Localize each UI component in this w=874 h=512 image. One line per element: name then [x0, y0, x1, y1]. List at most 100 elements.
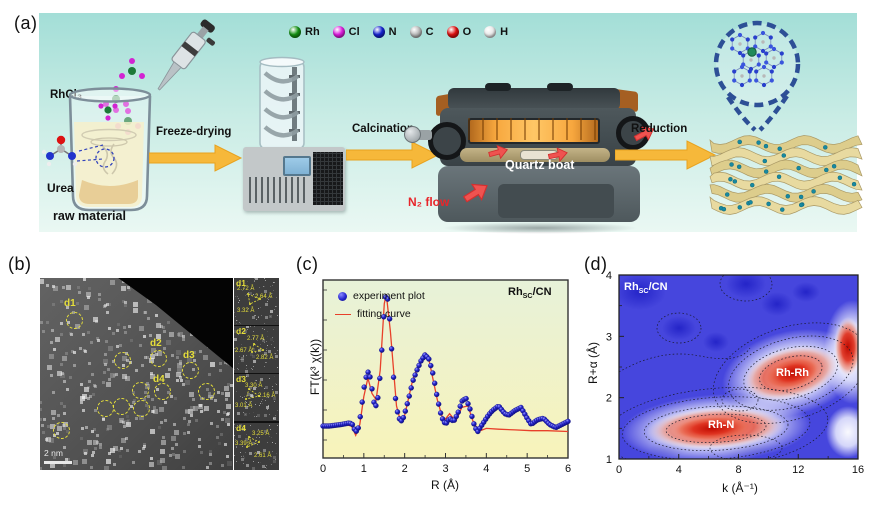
freeze-dryer-box-icon	[243, 147, 345, 211]
cluster-circle	[132, 382, 149, 399]
svg-text:12: 12	[792, 464, 804, 476]
inset-label: d3	[236, 374, 246, 385]
svg-text:8: 8	[735, 464, 741, 476]
inset-label: d2	[236, 326, 246, 337]
rh-atom-icon	[289, 26, 301, 38]
distance-measurement: 2.82 Å	[256, 355, 274, 362]
cluster-label-d2: d2	[150, 338, 162, 349]
atom-legend-label: Rh	[305, 26, 320, 38]
legend-experiment-label: experiment plot	[353, 290, 425, 302]
panel-a-label: (a)	[14, 13, 38, 33]
feature-label-rhrh: Rh-Rh	[776, 367, 809, 379]
svg-text:3: 3	[606, 331, 612, 343]
feature-label-rhn: Rh-N	[708, 419, 735, 431]
distance-measurement: 2.67 Å	[235, 348, 253, 355]
atom-legend: Rh Cl N C O H	[289, 26, 508, 38]
raw-material-label: raw material	[53, 209, 126, 223]
experiment-marker-icon	[338, 291, 347, 301]
legend-experiment: experiment plot	[338, 290, 425, 302]
reduction-arrow	[615, 140, 717, 170]
cluster-circle	[154, 383, 171, 400]
structure-magnifier-icon	[713, 20, 801, 132]
svg-text:6: 6	[565, 463, 571, 475]
distance-measurement: 3.01 Å	[235, 403, 253, 410]
pipette-icon	[157, 19, 215, 91]
svg-text:4: 4	[676, 464, 682, 476]
distance-measurement: 2.77 Å	[247, 336, 265, 343]
cl-atom-icon	[332, 26, 345, 38]
svg-text:5: 5	[524, 463, 530, 475]
c-xlabel: R (Å)	[431, 478, 459, 492]
freeze-drying-arrow	[149, 144, 243, 172]
step-label-calcination: Calcination	[352, 123, 414, 135]
inset-triangle-icon	[251, 343, 265, 354]
beaker-icon	[68, 87, 152, 212]
panel-b-label: (b)	[8, 254, 32, 274]
c-ylabel: FT(k³ χ(k))	[308, 338, 322, 396]
distance-measurement: 3.39 Å	[235, 440, 253, 447]
panel-c-label: (c)	[296, 254, 319, 274]
cluster-label-d4: d4	[153, 374, 165, 385]
svg-text:4: 4	[606, 270, 612, 282]
atom-legend-item: H	[484, 26, 508, 38]
stem-inset-d4: d4 3.25 Å 3.39 Å 2.61 Å	[234, 422, 279, 470]
svg-text:2: 2	[606, 393, 612, 405]
stem-image: d1 d2 d3 d4 2 nm	[40, 278, 233, 470]
cluster-label-d3: d3	[183, 350, 195, 361]
stem-inset-d1: d1 2.72 Å 2.64 Å 3.32 Å	[234, 278, 279, 325]
inset-label: d4	[236, 422, 246, 433]
inset-label: d1	[236, 278, 246, 288]
urea-label: Urea	[47, 181, 74, 195]
svg-text:0: 0	[320, 463, 326, 475]
d-ylabel: R+α (Å)	[586, 342, 600, 384]
stem-annotations: d1 d2 d3 d4	[40, 278, 233, 470]
atom-legend-label: O	[462, 26, 472, 38]
distance-measurement: 3.30 Å	[245, 383, 263, 390]
panel-d-label: (d)	[584, 254, 608, 274]
distance-measurement: 2.72 Å	[237, 286, 255, 292]
n-atom-icon	[372, 26, 385, 38]
atom-legend-item: O	[446, 26, 472, 38]
stem-inset-column: d1 2.72 Å 2.64 Å 3.32 Å d2 2.77 Å 2.67 Å 2.82 Å…	[234, 278, 279, 470]
atom-legend-item: C	[409, 26, 434, 38]
atom-legend-label: Cl	[348, 26, 360, 38]
svg-text:1: 1	[361, 463, 367, 475]
atom-legend-item: Cl	[332, 26, 360, 38]
inset-triangle-icon	[246, 435, 260, 448]
d-xlabel: k (Å⁻¹)	[722, 481, 758, 495]
legend-fitting: fitting curve	[335, 308, 411, 320]
distance-measurement: 2.64 Å	[255, 294, 273, 300]
inset-triangle-icon	[245, 388, 260, 401]
sample-label-c: RhSC/CN	[508, 286, 552, 301]
cluster-label-d1: d1	[64, 298, 76, 309]
distance-measurement: 2.16 Å	[258, 393, 276, 400]
cluster-circle	[97, 400, 114, 417]
legend-fitting-label: fitting curve	[357, 308, 411, 320]
cluster-circle	[53, 422, 70, 439]
panel-a-schematic: Rh Cl N C O H RhCl₃	[39, 13, 863, 234]
fitting-line-icon	[335, 313, 351, 315]
svg-text:4: 4	[483, 463, 489, 475]
atom-legend-label: C	[425, 26, 434, 38]
urea-molecule-icon	[41, 135, 104, 167]
sample-label-d: RhSC/CN	[624, 281, 668, 296]
svg-text:2: 2	[402, 463, 408, 475]
cluster-circle	[113, 398, 130, 415]
scale-bar-label: 2 nm	[44, 448, 63, 458]
atom-legend-item: Rh	[289, 26, 320, 38]
distance-measurement: 3.25 Å	[252, 430, 270, 437]
h-atom-icon	[484, 26, 497, 38]
svg-text:1: 1	[606, 454, 612, 466]
quartz-boat-label: Quartz boat	[505, 158, 575, 172]
cluster-circle	[182, 362, 199, 379]
distance-measurement: 3.32 Å	[237, 308, 255, 314]
step-label-freeze-drying: Freeze-drying	[156, 126, 232, 138]
stem-inset-d2: d2 2.77 Å 2.67 Å 2.82 Å	[234, 326, 279, 374]
inset-triangle-icon	[247, 293, 261, 305]
distance-measurement: 2.61 Å	[254, 452, 272, 459]
cluster-circle	[133, 400, 150, 417]
exafs-chart: 0 1 2 3 4 5 6	[320, 279, 571, 475]
o-atom-icon	[446, 26, 459, 38]
